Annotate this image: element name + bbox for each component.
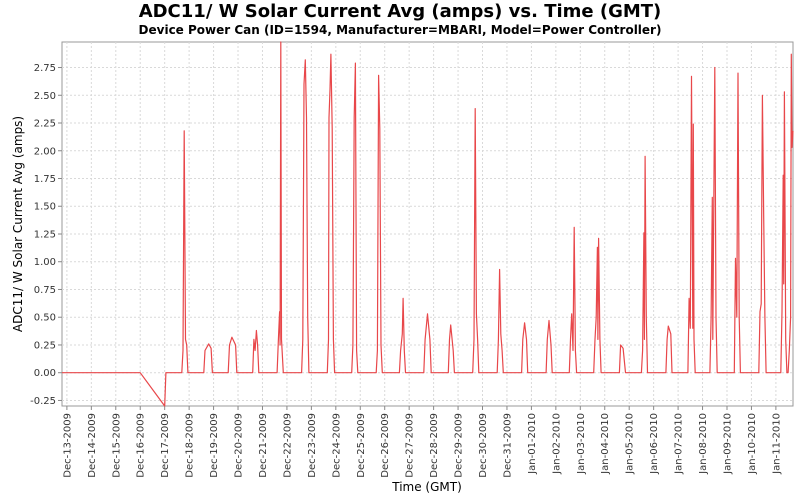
x-tick-label: Dec-25-2009 (356, 413, 367, 478)
y-tick-label: 0.00 (34, 368, 56, 379)
y-tick-label: 1.50 (34, 202, 56, 213)
y-tick-label: 1.00 (34, 257, 56, 268)
x-tick-label: Jan-06-2010 (649, 413, 660, 475)
y-tick-labels: -0.25 0.00 0.25 0.50 0.75 1.00 1.25 1.50 1.75 2.0… (30, 63, 62, 407)
y-tick-label: 0.25 (34, 340, 56, 351)
x-tick-label: Jan-07-2010 (674, 413, 685, 475)
y-tick-label: 0.50 (34, 313, 56, 324)
chart-subtitle: Device Power Can (ID=1594, Manufacturer=… (138, 23, 662, 37)
x-axis-label: Time (GMT) (391, 480, 462, 494)
x-tick-label: Jan-11-2010 (771, 413, 782, 475)
x-tick-label: Dec-24-2009 (331, 413, 342, 478)
x-tick-label: Dec-13-2009 (62, 413, 73, 478)
x-tick-label: Jan-09-2010 (722, 413, 733, 475)
x-tick-label: Dec-27-2009 (405, 413, 416, 478)
series-line (62, 41, 794, 407)
y-tick-label: 0.75 (34, 285, 56, 296)
series-layer (62, 41, 794, 407)
y-tick-label: 2.75 (34, 63, 56, 74)
y-tick-label: 2.25 (34, 119, 56, 130)
x-tick-label: Dec-15-2009 (111, 413, 122, 478)
x-tick-label: Dec-19-2009 (209, 413, 220, 478)
x-tick-label: Dec-14-2009 (87, 413, 98, 478)
x-tick-label: Jan-04-2010 (600, 413, 611, 475)
x-gridlines (66, 42, 777, 406)
x-tick-label: Dec-20-2009 (234, 413, 245, 478)
x-tick-label: Jan-05-2010 (625, 413, 636, 475)
y-tick-label: 2.00 (34, 146, 56, 157)
y-tick-label: 1.25 (34, 229, 56, 240)
y-tick-label: 2.50 (34, 91, 56, 102)
x-tick-label: Dec-28-2009 (429, 413, 440, 478)
x-tick-label: Dec-23-2009 (307, 413, 318, 478)
chart-title: ADC11/ W Solar Current Avg (amps) vs. Ti… (138, 1, 662, 22)
x-tick-label: Dec-31-2009 (502, 413, 513, 478)
x-tick-label: Jan-10-2010 (747, 413, 758, 475)
y-axis-label: ADC11/ W Solar Current Avg (amps) (11, 116, 25, 332)
y-tick-label: -0.25 (30, 396, 56, 407)
plot-area (61, 41, 794, 407)
x-tick-label: Jan-02-2010 (551, 413, 562, 475)
x-tick-label: Dec-26-2009 (380, 413, 391, 478)
x-tick-label: Dec-18-2009 (185, 413, 196, 478)
x-tick-labels: Dec-13-2009 Dec-14-2009 Dec-15-2009 Dec-16-… (62, 406, 782, 478)
x-tick-label: Dec-22-2009 (282, 413, 293, 478)
x-tick-label: Dec-16-2009 (136, 413, 147, 478)
x-tick-label: Jan-08-2010 (698, 413, 709, 475)
y-tick-label: 1.75 (34, 174, 56, 185)
x-tick-label: Dec-17-2009 (160, 413, 171, 478)
x-tick-label: Jan-01-2010 (527, 413, 538, 475)
x-tick-label: Jan-03-2010 (576, 413, 587, 475)
x-tick-label: Dec-21-2009 (258, 413, 269, 478)
x-tick-label: Dec-29-2009 (454, 413, 465, 478)
x-tick-label: Dec-30-2009 (478, 413, 489, 478)
